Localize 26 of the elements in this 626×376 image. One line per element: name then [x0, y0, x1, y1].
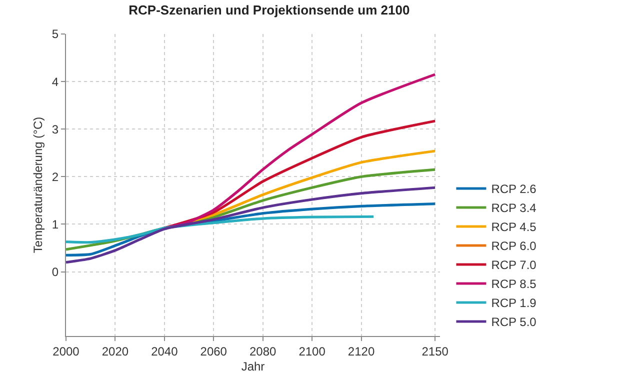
y-tick-label: 3 [52, 122, 59, 136]
y-axis-title: Temperaturänderung (°C) [31, 116, 46, 254]
legend-label: RCP 2.6 [491, 182, 537, 196]
x-tick-label: 2150 [422, 344, 449, 358]
legend-label: RCP 1.9 [491, 296, 537, 310]
x-tick-label: 2000 [52, 344, 80, 358]
x-axis-title: Jahr [241, 359, 265, 374]
legend-label: RCP 3.4 [491, 201, 537, 216]
y-tick-label: 2 [52, 170, 59, 184]
x-tick-label: 2080 [249, 344, 277, 358]
x-tick-label: 2120 [348, 344, 375, 358]
line-series [66, 186, 436, 264]
chart-title: RCP-Szenarien und Projektionsende um 2100 [128, 2, 410, 18]
x-tick-label: 2060 [200, 344, 228, 358]
legend-label: RCP 6.0 [491, 239, 537, 254]
x-tick-label: 2020 [102, 344, 129, 358]
x-tick-label: 2040 [151, 344, 178, 358]
y-tick-label: 1 [52, 217, 59, 232]
y-tick-label: 4 [52, 74, 59, 89]
x-tick-label: 2100 [298, 344, 326, 358]
legend-label: RCP 4.5 [491, 220, 537, 234]
y-tick-label: 0 [52, 265, 59, 279]
legend-label: RCP 5.0 [491, 315, 537, 330]
legend-label: RCP 8.5 [491, 277, 537, 292]
y-tick-label: 5 [52, 27, 59, 42]
legend-label: RCP 7.0 [491, 258, 537, 272]
